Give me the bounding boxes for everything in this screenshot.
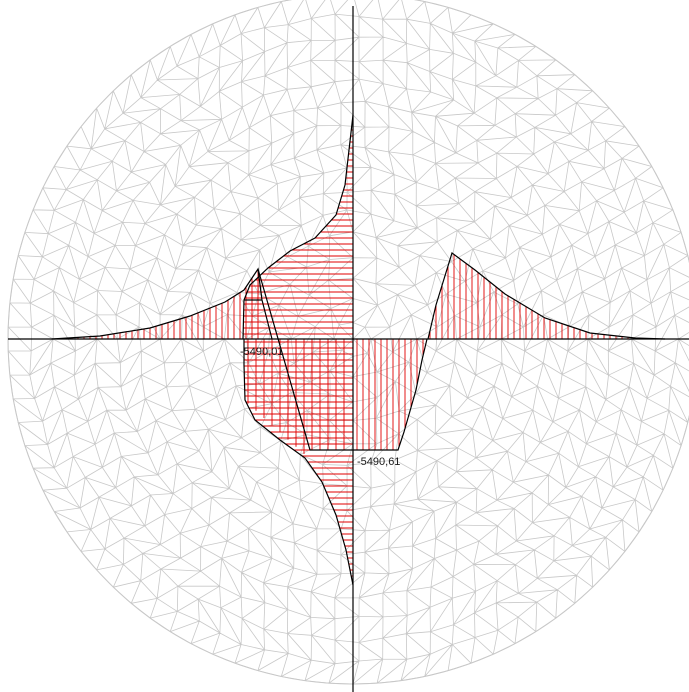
left-extreme-label: -5490,01: [240, 346, 283, 358]
lower-stress-outline: [243, 339, 354, 586]
left-stress-outline: [51, 267, 273, 340]
axes: [8, 6, 689, 692]
central-stress-outline: [257, 268, 428, 451]
right-stress-outline: [427, 252, 666, 340]
right-extreme-label: -5490,61: [357, 456, 400, 468]
upper-stress-outline: [242, 114, 354, 340]
stress-outlines: [51, 114, 666, 586]
